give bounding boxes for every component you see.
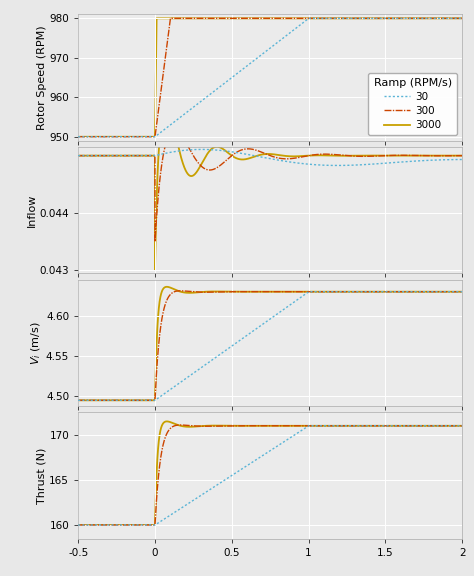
- Legend: 30, 300, 3000: 30, 300, 3000: [368, 73, 457, 135]
- Y-axis label: Thrust (N): Thrust (N): [36, 447, 46, 503]
- Y-axis label: Inflow: Inflow: [27, 194, 37, 227]
- Y-axis label: Rotor Speed (RPM): Rotor Speed (RPM): [36, 25, 46, 130]
- Y-axis label: $V_i$ (m/s): $V_i$ (m/s): [29, 321, 43, 365]
